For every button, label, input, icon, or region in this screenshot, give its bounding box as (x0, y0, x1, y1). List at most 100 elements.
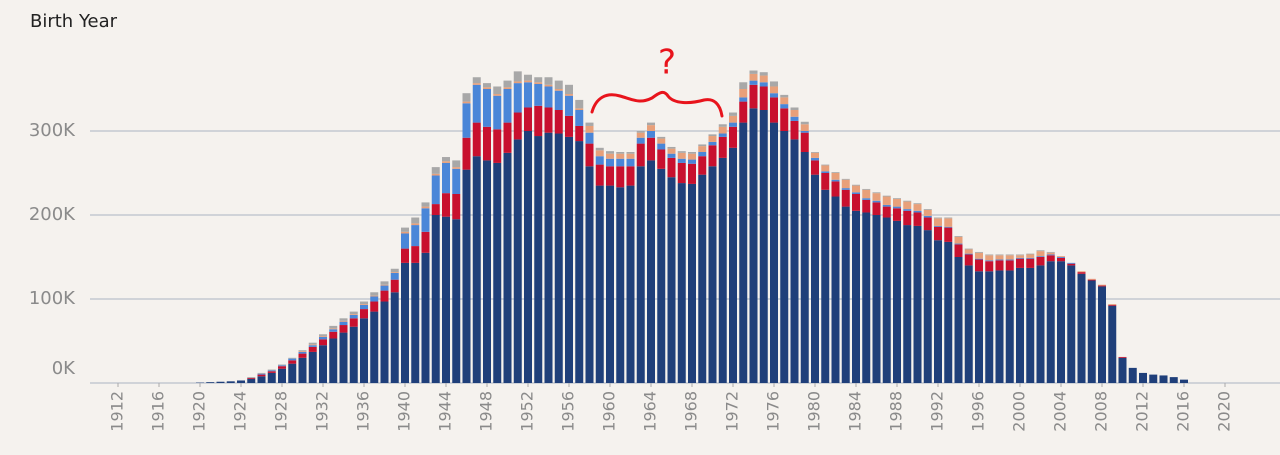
bar-segment (626, 166, 635, 186)
bar-segment (1067, 262, 1076, 264)
bar-segment (513, 83, 522, 113)
bar-segment (442, 161, 450, 163)
bar-segment (1005, 254, 1014, 256)
bar-segment (503, 87, 512, 89)
bar-segment (360, 304, 368, 305)
bar-segment (718, 124, 727, 127)
bar-segment (472, 84, 481, 123)
bar-segment (1005, 260, 1014, 271)
bar-segment (759, 72, 768, 76)
bar-segment (483, 126, 491, 161)
bar-segment (770, 81, 778, 87)
bar-segment (411, 262, 420, 383)
bar-segment (718, 157, 727, 383)
bar-segment (749, 80, 758, 85)
bar-segment (800, 121, 809, 125)
bar-segment (862, 188, 871, 190)
bar-segment (1036, 265, 1045, 383)
bar-segment (729, 126, 737, 148)
bar-segment (985, 254, 994, 256)
bar-segment (1057, 257, 1065, 262)
x-tick-label: 1984 (846, 391, 865, 432)
bar-segment (882, 196, 891, 205)
bar-segment (544, 84, 553, 87)
bar-segment (882, 217, 891, 383)
bar-segment (626, 158, 635, 167)
bar-segment (893, 208, 901, 221)
bar-segment (831, 196, 840, 383)
bar-segment (1046, 252, 1055, 255)
bar-segment (739, 101, 748, 123)
bar-segment (882, 204, 891, 207)
bar-segment (247, 377, 256, 378)
bar-segment (339, 321, 348, 326)
bar-segment (1087, 279, 1096, 281)
bar-segment (800, 124, 809, 131)
bar-segment (257, 372, 266, 374)
bar-segment (329, 328, 338, 330)
bar-segment (390, 272, 399, 273)
x-tick-label: 1980 (805, 391, 824, 432)
bar-segment (821, 173, 830, 190)
bar-segment (995, 270, 1004, 383)
bar-segment (606, 158, 614, 167)
bar-segment (862, 198, 871, 200)
bar-segment (431, 167, 440, 174)
bar-segment (1057, 256, 1065, 257)
bar-segment (298, 353, 307, 358)
bar-segment (1016, 255, 1024, 258)
bar-segment (934, 218, 942, 226)
bar-segment (636, 132, 645, 138)
bar-segment (759, 82, 768, 87)
bar-segment (688, 153, 696, 160)
bar-segment (1016, 258, 1024, 268)
bar-segment (575, 108, 584, 110)
bar-segment (923, 209, 932, 216)
bar-segment (1026, 257, 1035, 259)
bar-segment (872, 193, 881, 201)
bar-segment (1036, 251, 1045, 257)
bar-segment (667, 177, 676, 383)
bar-segment (421, 231, 430, 253)
bar-segment (698, 156, 707, 175)
x-tick-label: 1920 (190, 391, 209, 432)
bar-segment (442, 216, 450, 383)
bar-segment (893, 206, 901, 209)
bar-segment (524, 107, 532, 131)
bar-segment (852, 185, 860, 193)
x-tick-label: 2020 (1215, 391, 1234, 432)
bar-segment (872, 215, 881, 383)
bar-segment (339, 318, 348, 321)
bar-segment (1016, 257, 1024, 259)
bar-segment (503, 89, 512, 123)
bar-segment (401, 233, 409, 249)
bar-segment (893, 198, 901, 200)
bar-segment (534, 136, 543, 383)
bar-segment (821, 164, 830, 166)
bar-segment (688, 159, 696, 164)
bar-segment (421, 208, 430, 232)
x-tick-label: 1940 (395, 391, 414, 432)
bar-segment (1005, 259, 1014, 261)
x-tick-label: 1952 (518, 391, 537, 432)
bar-segment (770, 93, 778, 98)
bar-segment (401, 231, 409, 234)
bar-segment (544, 132, 553, 383)
bar-segment (903, 210, 912, 226)
bar-segment (595, 147, 604, 151)
bar-segment (821, 171, 830, 173)
bar-segment (667, 153, 676, 158)
bar-segment (554, 89, 563, 91)
bar-segment (339, 320, 348, 322)
bar-segment (585, 125, 594, 133)
bar-segment (688, 152, 696, 154)
bar-segment (657, 149, 666, 169)
bar-segment (493, 162, 502, 383)
bar-segment (288, 360, 297, 364)
bar-segment (954, 236, 963, 237)
bar-segment (954, 257, 963, 383)
bar-segment (841, 188, 850, 190)
bar-segment (667, 146, 676, 149)
bar-segment (288, 357, 297, 359)
bar-segment (288, 358, 297, 361)
